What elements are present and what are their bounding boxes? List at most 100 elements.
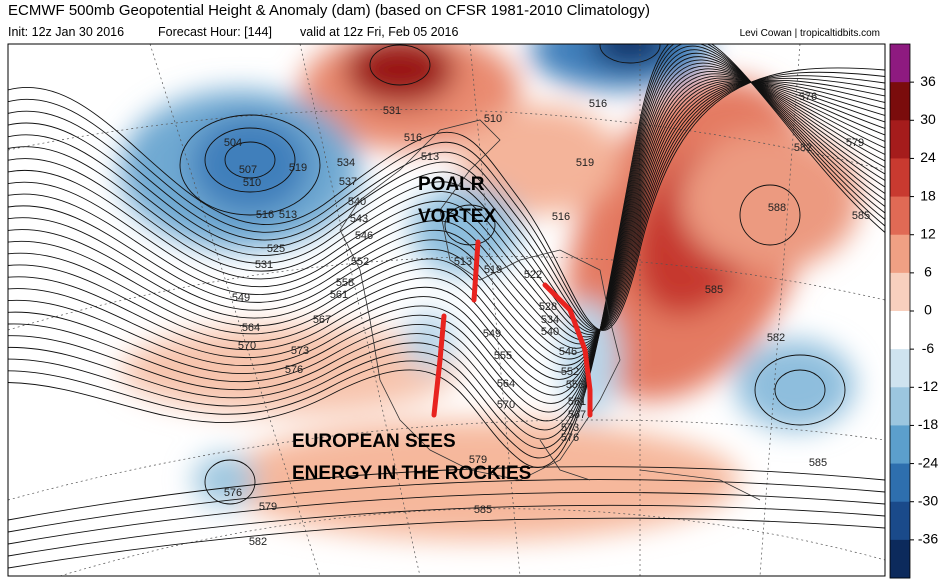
contour-line — [8, 479, 885, 533]
contour-line — [8, 466, 885, 521]
contour-line — [8, 75, 885, 360]
colorbar-swatch — [890, 425, 910, 465]
colorbar-swatch — [890, 311, 910, 350]
contour-label: 579 — [846, 137, 864, 149]
contour-label: 576 — [561, 432, 579, 444]
contour-label: 528 — [539, 301, 557, 313]
contour-line — [8, 75, 885, 331]
colorbar-swatch — [890, 196, 910, 236]
contour-label: 585 — [852, 210, 870, 222]
contour-line — [8, 491, 885, 545]
contour-label: 537 — [339, 176, 357, 188]
annotation: POALR — [418, 174, 485, 195]
colorbar: 36 30 24 18 12 6 0 -6 -12 -18 -24 -30 -36 — [889, 43, 938, 579]
contour-label: 585 — [474, 504, 492, 516]
contour-label: 567 — [313, 314, 331, 326]
colorbar-tick-label: 12 — [920, 225, 936, 241]
contour-label: 525 — [267, 243, 285, 255]
contour-line — [8, 62, 885, 396]
contour-label: 504 — [224, 137, 242, 149]
contour-label: 516 — [589, 98, 607, 110]
contour-line — [8, 79, 885, 332]
contour-line — [8, 504, 885, 557]
colorbar-swatch — [890, 272, 910, 312]
contour-label: 507 — [239, 164, 257, 176]
contour-label: 561 — [330, 289, 348, 301]
contour-label: 564 — [242, 322, 260, 334]
contour-line — [8, 49, 885, 431]
contour-line — [8, 81, 885, 341]
valid-time: valid at 12z Fri, Feb 05 2016 — [300, 25, 458, 39]
contour-line — [8, 77, 885, 354]
colorbar-swatch — [890, 234, 910, 274]
contour-label: 540 — [541, 326, 559, 338]
contour-label: 519 — [484, 264, 502, 276]
contour-line — [8, 81, 885, 333]
contour-label: 585 — [809, 457, 827, 469]
contour-line — [8, 79, 885, 349]
contour-label: 549 — [483, 328, 501, 340]
contour-line — [224, 141, 276, 179]
contour-label: 516 — [256, 209, 274, 221]
contour-label: 516 — [404, 132, 422, 144]
contour-label: 510 — [243, 177, 261, 189]
contour-line — [8, 67, 885, 331]
colorbar-swatch — [890, 158, 910, 198]
coastline — [339, 119, 761, 501]
anomaly-shading — [120, 44, 860, 540]
contour-label: 579 — [259, 501, 277, 513]
colorbar-tick-label: 30 — [920, 111, 936, 127]
contour-line — [8, 44, 885, 459]
contour-label: 558 — [336, 277, 354, 289]
contour-line — [774, 369, 826, 411]
contour-line — [369, 44, 431, 86]
colorbar-tick-label: 6 — [924, 264, 932, 280]
map — [8, 44, 885, 576]
contour-label: 561 — [568, 396, 586, 408]
colorbar-tick-label: 24 — [920, 149, 936, 165]
contour-label: 540 — [348, 196, 366, 208]
contour-label: 588 — [768, 202, 786, 214]
colorbar-tick-label: -30 — [918, 492, 938, 508]
init-time: Init: 12z Jan 30 2016 — [8, 25, 124, 39]
contour-line — [8, 52, 885, 422]
contour-line — [8, 65, 885, 388]
colorbar-swatch — [890, 349, 910, 388]
title: ECMWF 500mb Geopotential Height & Anomal… — [8, 2, 650, 19]
contour-label: 519 — [576, 157, 594, 169]
contour-label: 510 — [484, 113, 502, 125]
contour-line — [8, 517, 885, 569]
contour-label: 546 — [559, 346, 577, 358]
contour-line — [8, 73, 885, 366]
contour-label: 558 — [566, 379, 584, 391]
contour-label: 543 — [350, 213, 368, 225]
colorbar-tick-label: -12 — [918, 378, 938, 394]
contour-line — [8, 71, 885, 373]
contour-label: 552 — [351, 256, 369, 268]
contour-label: 522 — [524, 269, 542, 281]
contour-label: 570 — [497, 399, 515, 411]
contour-line — [599, 44, 661, 64]
colorbar-tick-label: -24 — [918, 454, 938, 470]
contour-label: 513 — [421, 151, 439, 163]
contour-line — [8, 56, 885, 413]
colorbar-swatch — [890, 463, 910, 503]
colorbar-swatch — [890, 44, 910, 83]
contour-label: 567 — [568, 409, 586, 421]
colorbar-swatch — [890, 539, 910, 579]
contour-line — [444, 204, 496, 246]
contour-label: 576 — [224, 487, 242, 499]
contour-label: 549 — [232, 292, 250, 304]
contour-line — [8, 81, 885, 338]
contour-line — [8, 45, 885, 440]
contour-line — [8, 71, 885, 331]
colorbar-swatch — [890, 387, 910, 426]
contour-label: 564 — [497, 378, 515, 390]
contour-line — [8, 81, 885, 335]
contour-line — [8, 44, 885, 449]
colorbar-tick-label: -18 — [918, 416, 938, 432]
contour-label: 576 — [285, 364, 303, 376]
contour-line — [204, 459, 256, 505]
